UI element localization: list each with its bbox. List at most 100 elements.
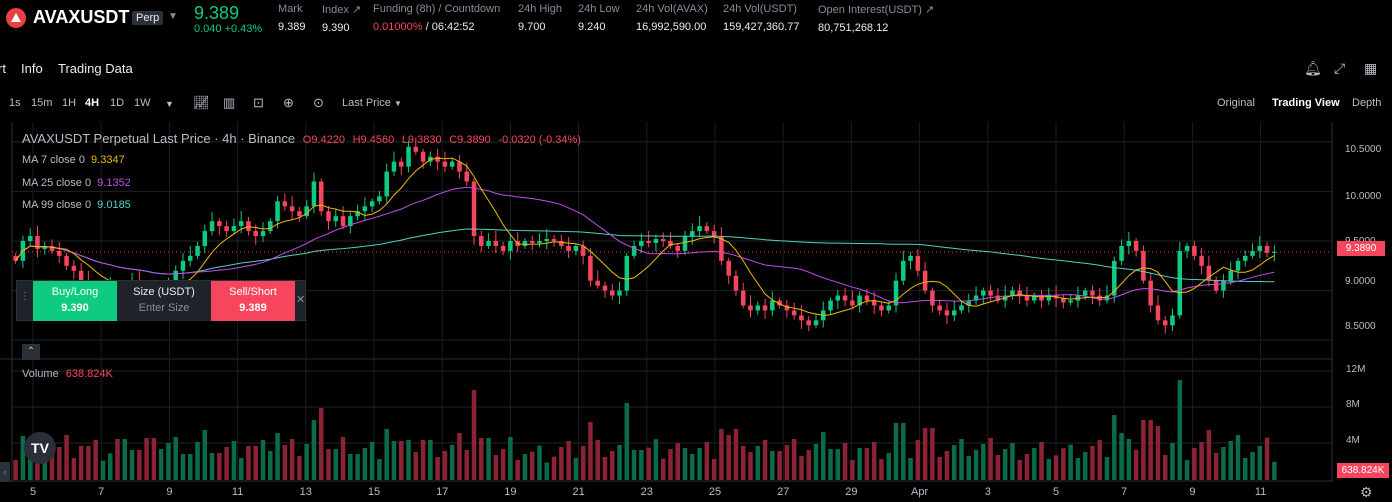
candle-body xyxy=(559,241,564,246)
candle-body xyxy=(857,295,862,306)
candle-body xyxy=(704,226,710,232)
volume-bar xyxy=(1039,442,1044,480)
volume-bar xyxy=(755,446,761,480)
view-original[interactable]: Original xyxy=(1217,97,1255,109)
size-input[interactable] xyxy=(124,302,204,314)
volume-bar xyxy=(188,454,193,480)
candle-body xyxy=(1017,290,1022,296)
date-tick: 5 xyxy=(29,486,37,498)
view-trading-view[interactable]: Trading View xyxy=(1272,97,1340,109)
stat-label: 24h High xyxy=(518,3,563,15)
stat-value: 9.700 xyxy=(518,21,546,33)
interval-1d[interactable]: 1D xyxy=(110,97,125,109)
candle-body xyxy=(624,255,630,291)
candle-body xyxy=(690,231,695,237)
volume-bar xyxy=(871,442,877,480)
candle-body xyxy=(1126,241,1132,246)
tab-trading-data[interactable]: Trading Data xyxy=(58,61,133,76)
settings-circle-icon[interactable]: ⊙ xyxy=(313,95,324,110)
volume-bar xyxy=(333,449,339,480)
volume-bar xyxy=(660,458,666,480)
candle-body xyxy=(879,305,884,311)
date-tick: 7 xyxy=(98,486,105,498)
volume-bar xyxy=(1002,449,1008,480)
interval-15m[interactable]: 15m xyxy=(31,97,53,109)
candle-body xyxy=(922,270,928,291)
candle-body xyxy=(35,236,40,249)
drag-handle-icon[interactable]: ⋮⋮ xyxy=(20,291,40,302)
add-icon[interactable]: ⊕ xyxy=(283,95,294,110)
candle-body xyxy=(1010,290,1015,296)
view-depth[interactable]: Depth xyxy=(1352,97,1382,109)
camera-icon[interactable]: ⊡ xyxy=(253,95,264,110)
expand-icon[interactable]: ⤢ xyxy=(1334,60,1346,76)
price-type-select[interactable]: Last Price ▼ xyxy=(342,97,402,109)
legend-change: -0.0320 (-0.34%) xyxy=(498,134,581,146)
legend-open: O9.4220 xyxy=(302,134,345,146)
buy-long-button[interactable]: Buy/Long 9.390 xyxy=(33,281,117,321)
interval-1h[interactable]: 1H xyxy=(62,97,77,109)
stat-value: 9.240 xyxy=(578,21,606,33)
tradingview-logo-icon[interactable]: TV xyxy=(24,432,56,464)
volume-bar xyxy=(355,454,360,480)
date-tick: 9 xyxy=(1189,486,1196,498)
collapse-legend-arrow-icon[interactable]: ⌃ xyxy=(22,344,40,360)
chevron-down-icon[interactable]: ▼ xyxy=(168,11,178,22)
legend-volume: Volume 638.824K xyxy=(22,368,113,380)
volume-bar xyxy=(1010,443,1015,480)
volume-bar xyxy=(959,439,964,480)
volume-bar xyxy=(770,451,775,480)
candle-body xyxy=(282,201,288,207)
candle-body xyxy=(995,295,1001,301)
candle-body xyxy=(1133,241,1139,251)
chevron-left-icon[interactable]: ‹ xyxy=(0,462,10,482)
interval-more-chevron-icon[interactable]: ▼ xyxy=(165,99,174,109)
volume-bar xyxy=(420,440,426,480)
indicator-icon[interactable]: 📈︎ xyxy=(193,95,210,110)
volume-bar xyxy=(399,441,404,480)
bell-icon[interactable]: 🔔︎ xyxy=(1304,60,1322,76)
candle-body xyxy=(1177,250,1183,316)
date-tick: 11 xyxy=(1254,486,1267,498)
candle-body xyxy=(1206,265,1212,281)
interval-1w[interactable]: 1W xyxy=(134,97,151,109)
volume-bar xyxy=(508,437,513,480)
volume-bar xyxy=(1250,452,1255,480)
volume-bar xyxy=(238,458,244,480)
stat-open-interest[interactable]: Open Interest(USDT) ↗ 80,751,268.12 xyxy=(818,3,934,34)
volume-bar xyxy=(318,408,324,480)
candle-body xyxy=(842,295,848,301)
volume-tick: 4M xyxy=(1346,435,1360,446)
ma99-label: MA 99 close 0 xyxy=(22,199,92,211)
tab-chart[interactable]: rt xyxy=(0,61,6,76)
grid-layout-icon[interactable]: ▦ xyxy=(1364,60,1378,76)
volume-tick: 12M xyxy=(1346,364,1366,375)
date-tick: 15 xyxy=(367,486,381,498)
volume-bar xyxy=(690,454,695,480)
date-tick: Apr xyxy=(911,486,929,498)
symbol-selector[interactable]: AVAXUSDT xyxy=(33,7,130,27)
volume-bar xyxy=(348,454,353,480)
volume-bar xyxy=(93,440,98,480)
stat-index[interactable]: Index ↗ 9.390 xyxy=(322,3,361,34)
interval-4h[interactable]: 4H xyxy=(85,97,100,109)
candle-body xyxy=(1213,280,1219,291)
gear-icon[interactable]: ⚙ xyxy=(1360,484,1373,500)
chevron-down-icon: ▼ xyxy=(393,99,402,108)
tab-info[interactable]: Info xyxy=(21,61,43,76)
stat-label: 24h Vol(AVAX) xyxy=(636,3,708,15)
candle-body xyxy=(420,151,426,162)
candle-type-icon[interactable]: ▥ xyxy=(223,95,236,110)
volume-bar xyxy=(748,452,753,480)
candle-body xyxy=(333,216,339,222)
candle-body xyxy=(384,171,389,197)
volume-bar xyxy=(362,448,368,480)
sell-short-button[interactable]: Sell/Short 9.389 xyxy=(211,281,295,321)
volume-bar xyxy=(71,458,77,480)
candle-body xyxy=(1257,245,1263,251)
close-icon[interactable]: ✕ xyxy=(296,294,306,306)
volume-bar xyxy=(100,460,106,480)
interval-1s[interactable]: 1s xyxy=(9,97,21,109)
candle-body xyxy=(951,310,957,316)
volume-bar xyxy=(580,446,586,480)
